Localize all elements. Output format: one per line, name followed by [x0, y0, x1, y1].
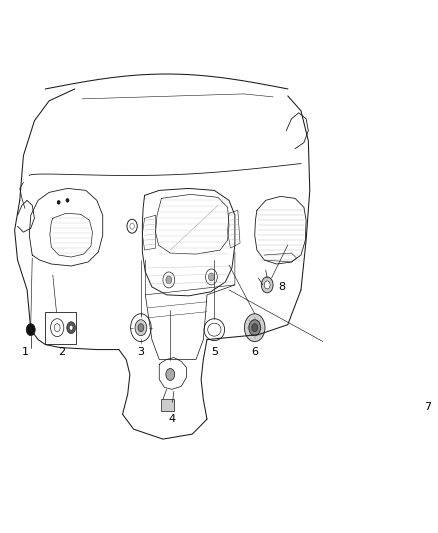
Circle shape: [69, 325, 73, 330]
Circle shape: [135, 320, 147, 336]
Circle shape: [26, 324, 35, 336]
Circle shape: [131, 314, 151, 342]
Circle shape: [50, 319, 64, 337]
Circle shape: [205, 269, 217, 285]
Circle shape: [392, 378, 396, 384]
Ellipse shape: [208, 323, 221, 336]
Circle shape: [57, 201, 60, 204]
Circle shape: [67, 322, 75, 334]
Circle shape: [421, 378, 426, 384]
FancyBboxPatch shape: [409, 367, 418, 376]
FancyBboxPatch shape: [46, 312, 76, 344]
Circle shape: [127, 219, 137, 233]
Text: 6: 6: [251, 346, 258, 357]
FancyBboxPatch shape: [376, 367, 385, 376]
FancyBboxPatch shape: [431, 367, 438, 376]
Ellipse shape: [204, 319, 225, 341]
Text: 1: 1: [21, 346, 28, 357]
Circle shape: [166, 368, 175, 381]
Circle shape: [138, 324, 144, 332]
Text: 3: 3: [138, 346, 145, 357]
Circle shape: [244, 314, 265, 342]
Circle shape: [166, 276, 172, 284]
Circle shape: [208, 273, 214, 281]
Circle shape: [249, 320, 261, 336]
Polygon shape: [377, 296, 438, 362]
Circle shape: [418, 375, 429, 389]
FancyBboxPatch shape: [420, 367, 429, 376]
FancyBboxPatch shape: [387, 367, 396, 376]
Circle shape: [54, 324, 60, 332]
Circle shape: [67, 199, 69, 202]
Circle shape: [130, 223, 134, 229]
Circle shape: [163, 272, 175, 288]
FancyBboxPatch shape: [161, 399, 174, 411]
Text: 7: 7: [424, 402, 431, 412]
Circle shape: [389, 375, 399, 389]
Text: 2: 2: [58, 346, 65, 357]
FancyBboxPatch shape: [398, 367, 407, 376]
Text: 5: 5: [211, 346, 218, 357]
Text: 4: 4: [168, 414, 175, 424]
Circle shape: [252, 324, 258, 332]
Text: 8: 8: [278, 282, 286, 292]
Circle shape: [261, 277, 273, 293]
Circle shape: [264, 281, 270, 289]
Polygon shape: [374, 289, 438, 399]
